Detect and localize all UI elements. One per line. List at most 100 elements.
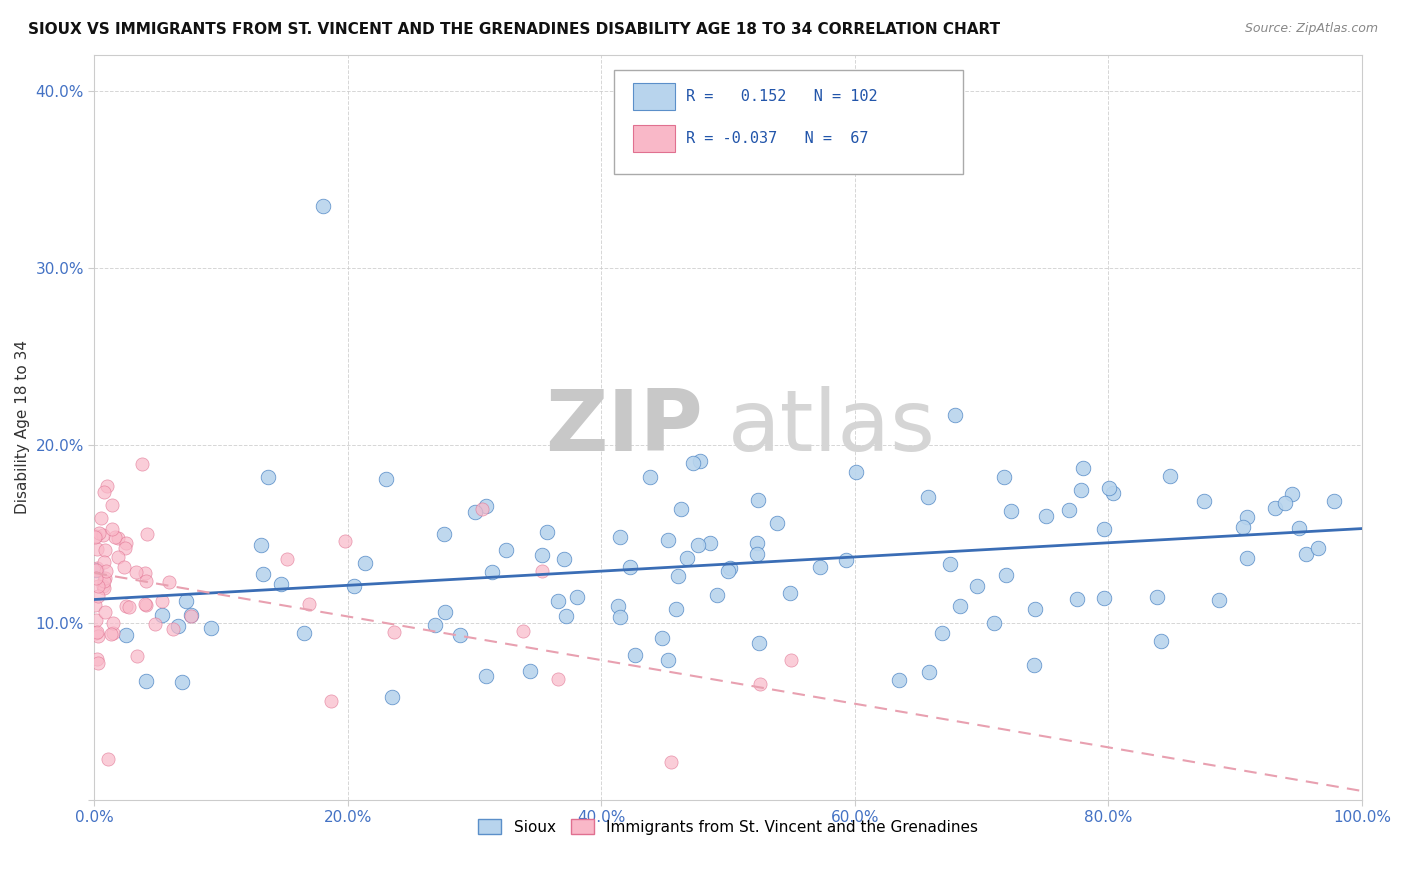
Point — [114, 560, 136, 574]
Point — [449, 628, 471, 642]
Text: R =   0.152   N = 102: R = 0.152 N = 102 — [686, 88, 877, 103]
Point — [1264, 501, 1286, 516]
Point — [423, 618, 446, 632]
Point — [319, 693, 342, 707]
Point — [834, 553, 856, 567]
Point — [135, 598, 157, 612]
Point — [651, 631, 673, 645]
Point — [87, 629, 110, 643]
Point — [747, 493, 769, 508]
Point — [745, 547, 768, 561]
Point — [624, 648, 647, 663]
Point — [100, 627, 122, 641]
FancyBboxPatch shape — [633, 83, 675, 110]
Point — [949, 599, 972, 614]
Point — [93, 574, 115, 588]
Point — [93, 571, 115, 585]
Point — [766, 516, 789, 530]
Point — [547, 594, 569, 608]
Point — [135, 526, 157, 541]
Point — [180, 607, 202, 622]
Point — [257, 469, 280, 483]
Legend: Sioux, Immigrants from St. Vincent and the Grenadines: Sioux, Immigrants from St. Vincent and t… — [472, 813, 984, 840]
Text: SIOUX VS IMMIGRANTS FROM ST. VINCENT AND THE GRENADINES DISABILITY AGE 18 TO 34 : SIOUX VS IMMIGRANTS FROM ST. VINCENT AND… — [28, 22, 1000, 37]
Point — [686, 538, 709, 552]
Point — [1066, 592, 1088, 607]
Point — [1102, 486, 1125, 500]
Point — [1000, 504, 1022, 518]
Point — [464, 505, 486, 519]
Point — [676, 551, 699, 566]
Text: ZIP: ZIP — [546, 386, 703, 469]
Point — [94, 543, 117, 558]
Point — [530, 548, 553, 562]
Point — [180, 608, 202, 623]
Point — [1024, 602, 1046, 616]
Point — [292, 626, 315, 640]
Point — [1070, 483, 1092, 497]
Point — [1236, 550, 1258, 565]
Y-axis label: Disability Age 18 to 34: Disability Age 18 to 34 — [15, 341, 30, 515]
Point — [87, 525, 110, 540]
Point — [657, 533, 679, 548]
Point — [1208, 592, 1230, 607]
Point — [609, 610, 631, 624]
Point — [1022, 658, 1045, 673]
Point — [699, 536, 721, 550]
Point — [124, 565, 146, 579]
Point — [90, 511, 112, 525]
Point — [107, 531, 129, 545]
Point — [661, 755, 683, 769]
Point — [553, 551, 575, 566]
Point — [97, 752, 120, 766]
Point — [252, 566, 274, 581]
Point — [101, 626, 124, 640]
Point — [475, 669, 498, 683]
Point — [127, 649, 149, 664]
Point — [343, 579, 366, 593]
Point — [1098, 481, 1121, 495]
Point — [134, 566, 156, 580]
Point — [993, 470, 1015, 484]
Point — [657, 653, 679, 667]
Point — [84, 571, 107, 585]
Point — [333, 534, 356, 549]
Point — [983, 616, 1005, 631]
Point — [114, 541, 136, 556]
Point — [84, 563, 107, 577]
Point — [86, 542, 108, 557]
Point — [931, 625, 953, 640]
Point — [172, 674, 194, 689]
Point — [157, 575, 180, 590]
Text: atlas: atlas — [728, 386, 936, 469]
Point — [167, 619, 190, 633]
Point — [567, 590, 589, 604]
Point — [887, 673, 910, 687]
Point — [249, 538, 271, 552]
Point — [1306, 541, 1329, 556]
Point — [519, 664, 541, 678]
Point — [536, 524, 558, 539]
Point — [115, 536, 138, 550]
Point — [86, 625, 108, 640]
Point — [1150, 634, 1173, 648]
Point — [1274, 496, 1296, 510]
Point — [512, 624, 534, 639]
Point — [375, 472, 398, 486]
Point — [547, 672, 569, 686]
Point — [433, 527, 456, 541]
Point — [131, 457, 153, 471]
Point — [475, 499, 498, 513]
Point — [471, 502, 494, 516]
Point — [748, 636, 770, 650]
Point — [93, 555, 115, 569]
Point — [381, 690, 404, 704]
Point — [609, 530, 631, 544]
Point — [270, 577, 292, 591]
Point — [93, 606, 115, 620]
Point — [1232, 520, 1254, 534]
Point — [135, 673, 157, 688]
Point — [638, 470, 661, 484]
Point — [134, 598, 156, 612]
Point — [747, 536, 769, 550]
